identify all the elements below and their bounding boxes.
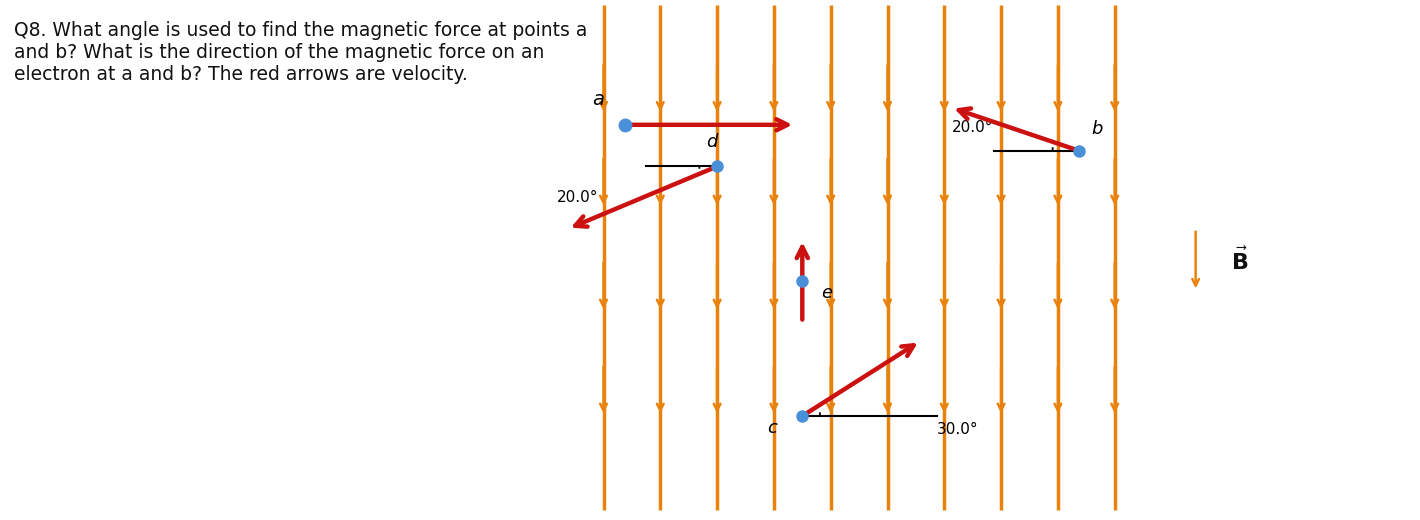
Text: 20.0°: 20.0° [951, 120, 993, 135]
Text: $a$: $a$ [592, 90, 605, 109]
Text: 30.0°: 30.0° [937, 422, 978, 437]
Text: Q8. What angle is used to find the magnetic force at points a
and b? What is the: Q8. What angle is used to find the magne… [14, 21, 588, 84]
Text: $d$: $d$ [706, 133, 720, 151]
Text: $c$: $c$ [767, 419, 778, 437]
Text: $b$: $b$ [1091, 120, 1103, 138]
Text: $\vec{\mathbf{B}}$: $\vec{\mathbf{B}}$ [1231, 246, 1248, 274]
Text: $e$: $e$ [821, 284, 834, 303]
Text: 20.0°: 20.0° [557, 190, 598, 205]
